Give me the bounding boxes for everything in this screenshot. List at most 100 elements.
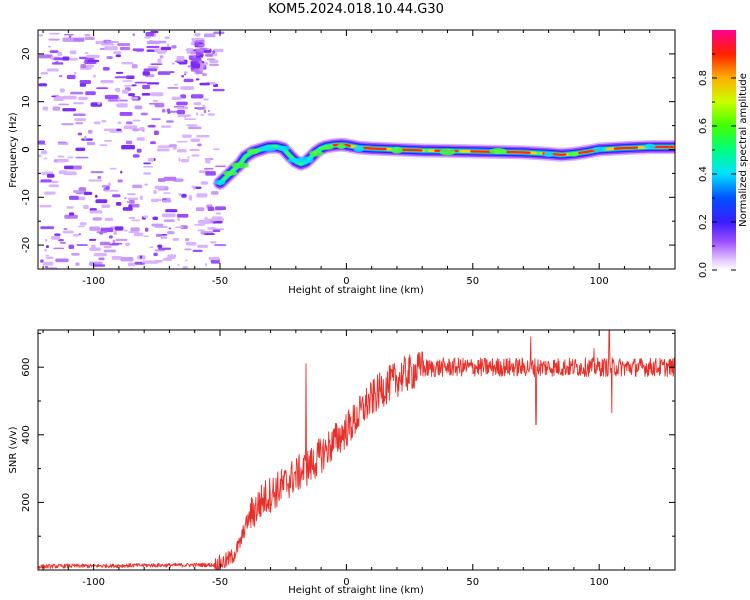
- noise-blob: [185, 241, 197, 246]
- noise-blob: [144, 36, 151, 39]
- noise-blob: [199, 82, 210, 86]
- noise-blob: [212, 229, 221, 233]
- noise-blob: [54, 233, 61, 236]
- noise-blob: [93, 121, 101, 125]
- noise-blob: [166, 108, 171, 113]
- noise-blob: [194, 68, 201, 72]
- noise-blob: [195, 207, 205, 212]
- noise-blob: [104, 94, 119, 100]
- noise-blob: [212, 88, 225, 92]
- noise-blob: [49, 32, 60, 35]
- trace-blob: [543, 151, 554, 158]
- noise-blob: [163, 219, 175, 222]
- noise-blob: [73, 234, 80, 237]
- noise-blob: [69, 57, 78, 61]
- noise-blob: [71, 252, 80, 256]
- noise-blob: [163, 176, 177, 181]
- noise-blob: [38, 34, 43, 37]
- noise-blob: [75, 156, 89, 159]
- noise-blob: [131, 84, 137, 87]
- noise-blob: [122, 80, 133, 82]
- noise-blob: [151, 223, 164, 227]
- noise-blob: [185, 48, 194, 52]
- noise-blob: [38, 154, 42, 158]
- noise-blob: [192, 249, 203, 253]
- noise-blob: [215, 165, 226, 168]
- noise-blob: [77, 132, 83, 136]
- noise-blob: [153, 190, 157, 194]
- bottom-ytick-label: 400: [21, 425, 32, 444]
- top-xtick-label: 100: [590, 276, 609, 287]
- noise-blob: [62, 230, 74, 234]
- noise-blob: [132, 184, 143, 189]
- noise-blob: [204, 216, 208, 221]
- noise-blob: [178, 192, 182, 196]
- noise-blob: [120, 257, 134, 262]
- noise-blob: [92, 217, 102, 221]
- noise-blob: [80, 64, 87, 69]
- noise-blob: [57, 155, 65, 158]
- noise-blob: [106, 41, 119, 43]
- noise-blob: [149, 102, 159, 105]
- noise-blob: [213, 31, 225, 35]
- noise-blob: [101, 204, 111, 209]
- noise-blob: [116, 128, 122, 131]
- noise-blob: [198, 44, 205, 47]
- noise-blob: [104, 189, 119, 192]
- noise-blob: [44, 191, 56, 195]
- noise-blob: [42, 261, 54, 266]
- noise-blob: [159, 55, 164, 59]
- noise-blob: [113, 230, 117, 236]
- noise-blob: [192, 185, 196, 190]
- noise-blob: [182, 134, 192, 138]
- noise-blob: [192, 63, 201, 69]
- noise-blob: [197, 244, 208, 248]
- noise-blob: [84, 36, 95, 41]
- noise-blob: [83, 191, 93, 195]
- noise-blob: [67, 156, 74, 159]
- noise-blob: [190, 51, 196, 55]
- noise-blob: [142, 84, 150, 90]
- noise-blob: [157, 145, 172, 148]
- noise-blob: [171, 96, 182, 100]
- noise-blob: [152, 99, 159, 103]
- noise-blob: [130, 268, 134, 269]
- noise-blob: [38, 140, 45, 144]
- noise-blob: [128, 93, 135, 97]
- noise-blob: [144, 227, 149, 232]
- noise-blob: [79, 83, 87, 87]
- trace-blob: [247, 148, 259, 155]
- trace-blob: [568, 151, 579, 157]
- noise-blob: [97, 175, 102, 179]
- noise-blob: [204, 233, 215, 236]
- noise-blob: [149, 246, 154, 249]
- noise-blob: [195, 186, 202, 189]
- noise-blob: [165, 209, 178, 213]
- noise-blob: [175, 226, 184, 229]
- noise-blob: [85, 91, 96, 96]
- noise-blob: [44, 238, 48, 242]
- noise-blob: [174, 60, 185, 63]
- noise-blob: [62, 108, 76, 112]
- top-xtick-label: -100: [82, 276, 105, 287]
- noise-blob: [40, 259, 44, 263]
- noise-blob: [38, 54, 53, 59]
- noise-blob: [117, 179, 123, 183]
- noise-blob: [113, 51, 122, 55]
- noise-blob: [48, 184, 59, 188]
- top-ylabel: Frequency (Hz): [8, 112, 19, 188]
- noise-blob: [142, 71, 150, 76]
- noise-blob: [45, 256, 54, 260]
- noise-blob: [195, 51, 200, 57]
- noise-blob: [143, 68, 158, 72]
- noise-blob: [86, 141, 96, 146]
- noise-blob: [140, 112, 148, 116]
- noise-blob: [59, 88, 65, 93]
- noise-blob: [108, 235, 113, 239]
- noise-blob: [51, 62, 64, 65]
- noise-blob: [212, 50, 216, 54]
- noise-blob: [73, 102, 84, 105]
- noise-blob: [195, 78, 200, 81]
- noise-blob: [115, 54, 121, 58]
- noise-blob: [132, 33, 135, 36]
